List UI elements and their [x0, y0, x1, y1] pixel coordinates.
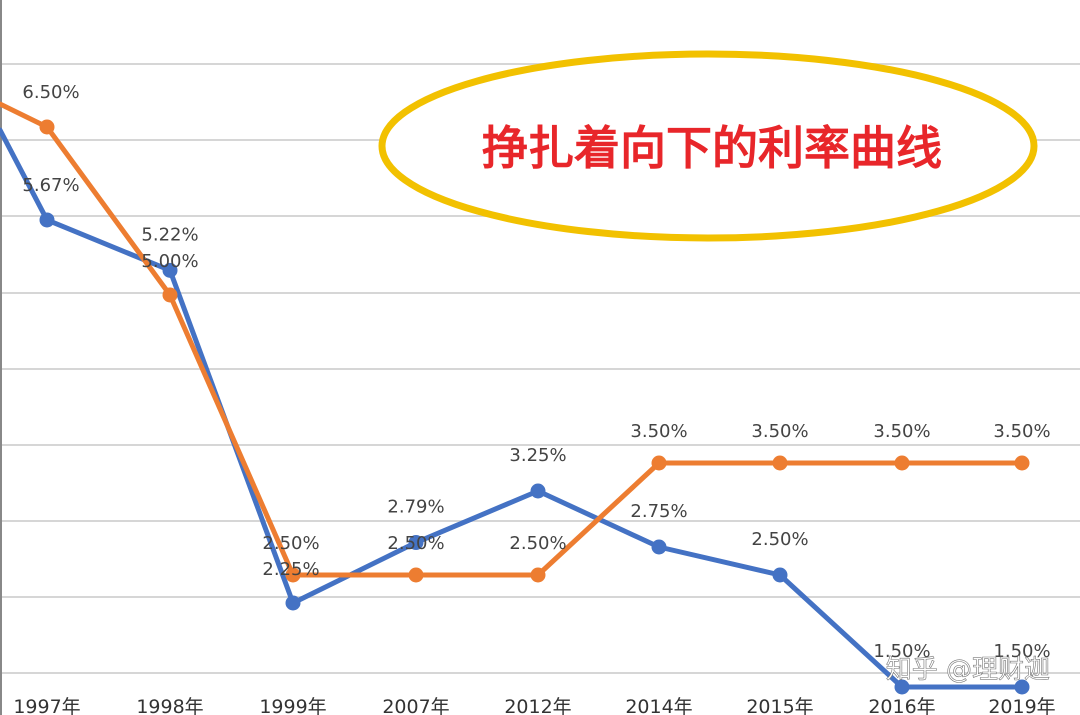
- data-point: [39, 119, 55, 135]
- data-label: 2.50%: [751, 529, 808, 550]
- x-tick-label: 1997年: [13, 696, 80, 715]
- data-label: 6.50%: [22, 82, 79, 103]
- x-tick-label: 1999年: [259, 696, 326, 715]
- x-tick-label: 2012年: [504, 696, 571, 715]
- data-point: [894, 679, 910, 695]
- data-label: 1.50%: [993, 641, 1050, 662]
- data-point: [651, 455, 667, 471]
- data-point: [285, 595, 301, 611]
- x-axis-ticks: 1997年 1998年 1999年 2007年 2012年 2014年 2015年 2016年…: [13, 696, 1055, 715]
- data-label: 2.79%: [387, 497, 444, 518]
- data-label: 5.22%: [141, 224, 198, 245]
- data-label: 2.75%: [630, 501, 687, 522]
- x-tick-label: 2019年: [988, 696, 1055, 715]
- title-annotation: 挣扎着向下的利率曲线: [378, 50, 1038, 242]
- data-point: [772, 567, 788, 583]
- data-point: [530, 483, 546, 499]
- data-point: [651, 539, 667, 555]
- x-tick-label: 2014年: [625, 696, 692, 715]
- data-label: 5.67%: [22, 175, 79, 196]
- series-line: [0, 127, 1025, 690]
- series-group: [0, 101, 1030, 695]
- series-line: [0, 101, 1025, 578]
- data-point: [408, 567, 424, 583]
- x-tick-label: 2016年: [868, 696, 935, 715]
- data-point: [1014, 455, 1030, 471]
- x-tick-label: 1998年: [136, 696, 203, 715]
- watermark-text: 知乎 @理财迦: [886, 655, 1050, 685]
- data-point: [772, 455, 788, 471]
- data-point: [285, 567, 301, 583]
- data-label: 3.50%: [993, 421, 1050, 442]
- data-label: 2.50%: [509, 533, 566, 554]
- title-highlight-ellipse: [378, 50, 1038, 242]
- data-label: 3.50%: [873, 421, 930, 442]
- data-label: 5.00%: [141, 251, 198, 272]
- data-label: 3.25%: [509, 445, 566, 466]
- data-label: 1.50%: [873, 641, 930, 662]
- data-point: [408, 535, 424, 551]
- data-label: 2.25%: [262, 559, 319, 580]
- series-1: [0, 127, 1030, 695]
- data-label: 3.50%: [630, 421, 687, 442]
- data-label: 2.50%: [262, 533, 319, 554]
- chart-title: 挣扎着向下的利率曲线: [482, 121, 942, 175]
- data-point: [162, 262, 178, 278]
- data-point: [1014, 679, 1030, 695]
- x-tick-label: 2007年: [382, 696, 449, 715]
- data-point: [162, 287, 178, 303]
- data-labels: 5.67% 5.22% 2.25% 2.79% 3.25% 2.75% 2.50% 1.50%…: [22, 82, 1050, 662]
- data-point: [894, 455, 910, 471]
- series-2: [0, 101, 1030, 583]
- data-label: 2.50%: [387, 533, 444, 554]
- x-tick-label: 2015年: [746, 696, 813, 715]
- data-point: [530, 567, 546, 583]
- data-point: [39, 212, 55, 228]
- data-label: 3.50%: [751, 421, 808, 442]
